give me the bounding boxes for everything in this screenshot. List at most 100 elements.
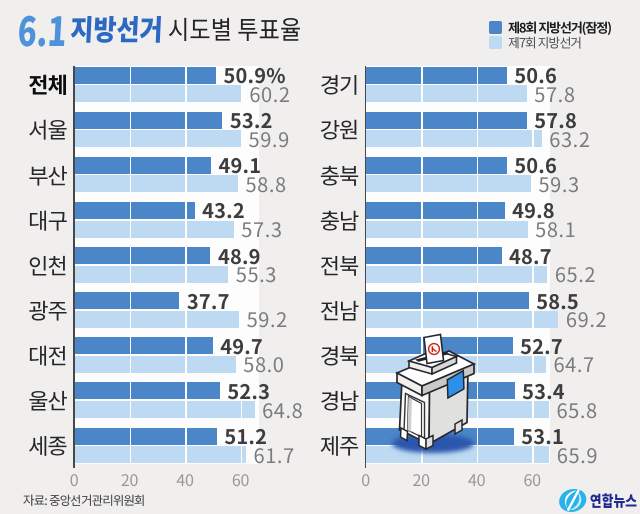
gridline [476,427,479,445]
gridline [129,247,132,265]
gridline [476,446,479,464]
bar-current [74,247,211,265]
bar-previous [366,310,559,328]
gridline [185,427,187,445]
bar-previous [366,85,527,103]
gridline [129,310,132,328]
bar-current [366,201,505,219]
value-previous: 65.9 [556,439,599,469]
gridline [421,130,423,148]
row-label: 인천 [28,248,67,281]
gridline [476,337,479,355]
gridline [476,382,479,400]
legend-label-previous: 제7회 지방선거 [508,32,582,52]
gridline [185,401,187,419]
bar-current [74,66,217,84]
gridline [532,130,534,148]
gridline [129,292,132,310]
gridline [532,401,534,419]
gridline [476,220,479,238]
gridline [185,111,187,129]
bar-current [74,427,217,445]
gridline [476,156,479,174]
gridline [185,355,187,373]
gridline [476,175,479,193]
value-previous: 57.8 [534,78,576,108]
gridline [421,247,423,265]
gridline [476,355,479,373]
gridline [129,111,132,129]
gridline [185,130,187,148]
gridline [129,265,132,283]
row-label: 대전 [28,339,67,372]
value-current: 48.9 [217,240,261,270]
row-label: 충북 [319,158,359,191]
value-previous: 59.2 [246,304,288,334]
x-tick-label: 40 [468,466,486,491]
gridline [421,220,423,238]
value-previous: 64.8 [262,394,304,424]
x-tick-label: 60 [523,466,541,491]
gridline [129,401,132,419]
gridline [421,201,423,219]
bar-previous [74,175,238,193]
row-label: 충남 [319,203,359,236]
bar-current [74,337,213,355]
bar-previous [74,310,240,328]
gridline [240,401,243,419]
value-current: 51.2 [224,421,268,451]
row-label: 전북 [319,248,359,281]
bar-current [74,382,220,400]
gridline [185,337,187,355]
gridline [129,85,132,103]
gridline [129,175,132,193]
gridline [185,382,187,400]
bar-previous [366,265,548,283]
row-label: 광주 [28,294,67,326]
value-current: 50.6 [514,60,558,89]
gridline [421,292,423,310]
value-current: 52.3 [227,375,271,405]
value-previous: 65.8 [556,394,598,424]
gridline [129,66,132,84]
value-current: 49.1 [218,150,262,180]
row-label: 대구 [28,203,67,236]
bar-current [74,156,212,174]
value-previous: 58.8 [245,168,287,198]
ballot-box-blue-sign [446,369,465,400]
row-label: 전남 [319,294,359,326]
y-axis-line [364,66,367,468]
value-previous: 61.7 [253,439,295,469]
gridline [532,265,534,283]
row-label: 경남 [319,384,359,417]
yonhap-logo-text: 연합뉴스 [590,490,637,512]
ballot-paper [423,333,445,365]
value-current: 58.5 [536,285,579,315]
x-tick-label: 0 [69,466,79,491]
row-label: 세종 [28,429,67,462]
value-previous: 59.9 [248,123,290,153]
bar-previous [366,130,542,148]
value-current: 53.1 [521,421,564,451]
gridline [185,85,187,103]
bar-current [74,201,195,219]
bar-previous [74,85,242,103]
title-rest: 시도별 투표율 [168,10,302,47]
gridline [129,220,132,238]
x-tick-label: 40 [176,466,194,491]
bar-current [366,156,507,174]
gridline [185,446,187,464]
gridline [185,175,187,193]
source-note: 자료: 중앙선거관리위원회 [23,490,146,509]
row-label: 경북 [319,339,359,372]
gridline [476,66,479,84]
gridline [129,156,132,174]
bar-previous [366,220,528,238]
value-current: 53.4 [522,375,565,405]
bar-previous [74,355,236,373]
bar-previous [366,175,531,193]
bar-current [74,292,180,310]
row-label: 부산 [28,158,67,191]
row-label: 서울 [28,113,67,146]
bar-current [366,111,527,129]
